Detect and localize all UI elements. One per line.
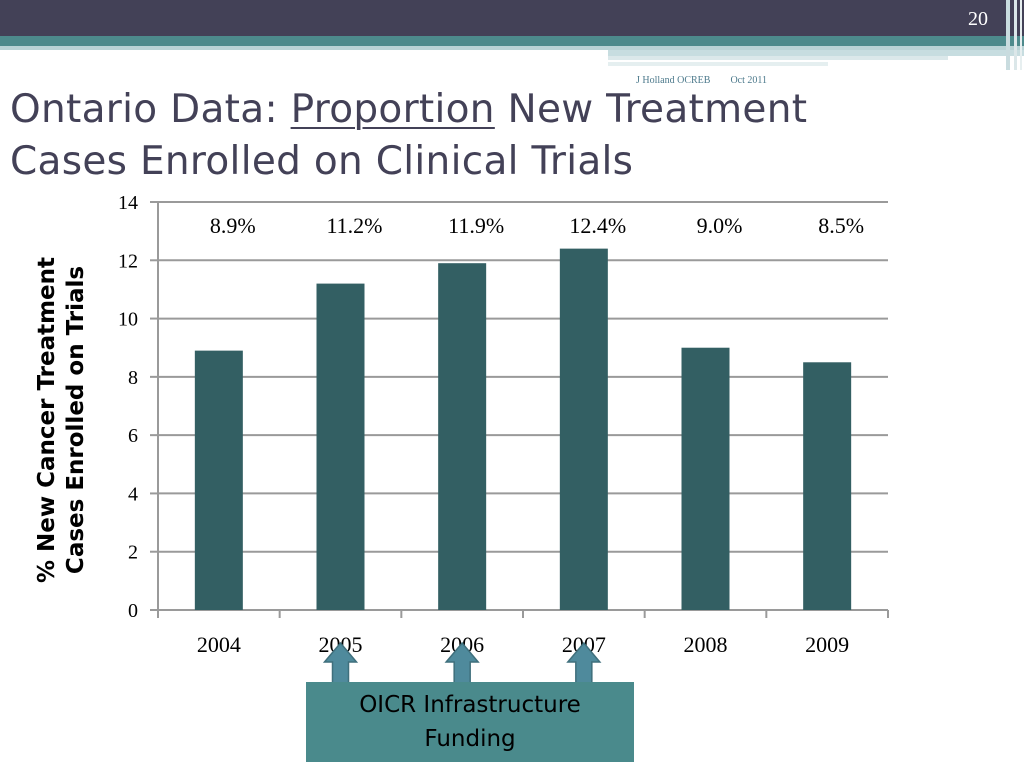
bar: [803, 362, 852, 610]
title-underlined: Proportion: [290, 87, 495, 132]
x-tick-label: 2009: [805, 632, 849, 657]
y-tick-label: 4: [128, 483, 138, 505]
x-tick-label: 2004: [197, 632, 241, 657]
y-tick-label: 10: [118, 309, 138, 331]
y-tick-label: 8: [128, 367, 138, 389]
y-tick-label: 2: [128, 542, 138, 564]
arrow-up-icon: [444, 641, 480, 687]
arrow-up-icon: [566, 641, 602, 687]
bar: [438, 263, 487, 610]
author-label: J Holland OCREB: [636, 75, 711, 86]
page-number: 20: [968, 8, 988, 30]
y-axis-label: % New Cancer Treatment Cases Enrolled on…: [34, 256, 89, 584]
arrow-up-icon: [322, 641, 359, 687]
data-label: 12.4%: [569, 213, 626, 238]
title-part: New Treatment Cases Enrolled on Clinical…: [10, 87, 808, 184]
data-label: 8.9%: [210, 213, 256, 238]
slide-title: Ontario Data: Proportion New Treatment C…: [10, 84, 890, 188]
funding-callout: OICR Infrastructure Funding: [306, 682, 634, 762]
y-tick-label: 0: [128, 600, 138, 622]
decor-band: [608, 56, 948, 60]
bar: [681, 347, 730, 610]
slide-meta: J Holland OCREB Oct 2011: [636, 75, 787, 86]
decor-band: [608, 50, 1024, 56]
bar: [559, 248, 608, 610]
y-tick-label: 14: [118, 192, 138, 214]
x-tick-label: 2008: [684, 632, 728, 657]
header-band: [0, 36, 1024, 46]
y-tick-label: 12: [118, 250, 138, 272]
header-band-light: [0, 46, 1024, 50]
title-part: Ontario Data:: [10, 87, 291, 132]
data-label: 8.5%: [818, 213, 864, 238]
bar: [316, 283, 365, 610]
data-label: 9.0%: [697, 213, 743, 238]
date-label: Oct 2011: [730, 75, 768, 86]
decor-band: [608, 62, 828, 66]
y-tick-label: 6: [128, 425, 138, 447]
data-label: 11.2%: [326, 213, 382, 238]
data-label: 11.9%: [448, 213, 504, 238]
header-bar: [0, 0, 1024, 36]
funding-label: OICR Infrastructure Funding: [359, 692, 581, 752]
bar: [194, 350, 243, 610]
corner-decoration: [1006, 0, 1022, 70]
